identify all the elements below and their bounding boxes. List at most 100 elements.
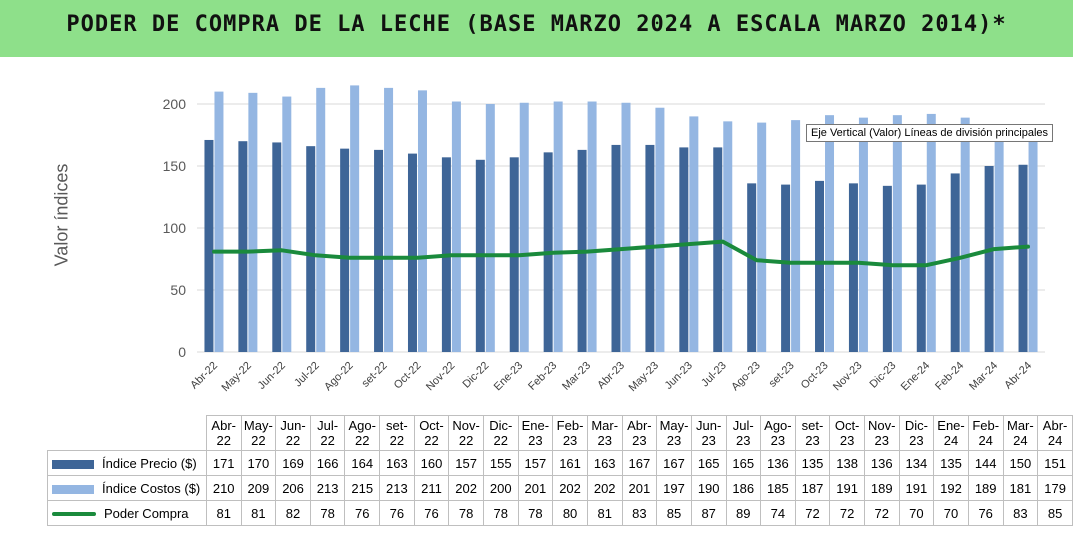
table-cell: 167 [656,450,692,476]
table-cell: 169 [275,450,311,476]
legend-key-costos [52,484,94,494]
table-cell: 200 [482,475,519,501]
bar-costos-5 [384,87,394,352]
x-tick-label-0: Abr-22 [188,360,220,392]
bar-precio-18 [815,180,825,352]
header-month: Jul- [317,418,339,433]
x-tick-label-9: Ene-23 [492,360,526,394]
header-month: Ene- [937,418,965,433]
point-poder-12 [619,247,623,251]
header-month: Jul- [732,418,754,433]
header-year: 22 [251,433,266,448]
header-year: 23 [666,433,682,448]
point-poder-13 [653,245,657,249]
table-header-cell: Jul- 22 [309,415,346,451]
bar-costos-20 [892,115,902,352]
table-cell: 72 [794,500,831,526]
header-year: 24 [1047,433,1063,448]
table-cell: 202 [586,475,623,501]
bar-precio-3 [306,146,316,352]
table-cell: 151 [1037,450,1073,476]
x-tick-label-20: Dic-23 [868,360,899,391]
bar-precio-21 [916,184,926,352]
table-cell: 179 [1037,475,1073,501]
x-tick-label-12: Abr-23 [595,360,627,392]
header-month: May- [243,418,273,433]
table-cell: 161 [552,450,588,476]
point-poder-16 [755,258,759,262]
header-year: 23 [562,433,578,448]
table-cell: 135 [794,450,831,476]
table-cell: 85 [656,500,692,526]
bar-precio-15 [713,147,723,352]
header-year: 22 [493,433,508,448]
table-cell: 201 [621,475,658,501]
table-cell: 70 [898,500,935,526]
legend-label-costos: Índice Costos ($) [102,480,201,496]
x-tick-label-6: Oct-22 [392,360,424,392]
y-tick-label-50: 50 [170,282,186,298]
point-poder-11 [585,250,589,254]
table-row-poder: Poder Compra 81 81 82 78 76 76 76 78 78 78 80 81 83 8… [47,500,1073,526]
bar-precio-0 [204,139,214,352]
table-header-cell: Ene- 23 [517,415,554,451]
header-month: Mar- [1006,418,1034,433]
header-year: 23 [770,433,786,448]
bar-precio-5 [374,149,384,352]
header-year: 24 [978,433,993,448]
table-header-cell: set- 22 [379,415,415,451]
table-cell: 191 [898,475,935,501]
header-month: Jun- [280,418,306,433]
point-poder-2 [280,248,284,252]
table-header-cell: May- 22 [240,415,277,451]
bar-precio-2 [272,142,282,352]
table-cell: 136 [863,450,900,476]
table-cell: 72 [829,500,865,526]
table-cell: 78 [517,500,554,526]
table-cell: 215 [344,475,381,501]
x-tick-label-13: May-23 [627,360,661,394]
bar-precio-24 [1018,164,1028,352]
bar-precio-23 [984,166,994,352]
bar-costos-9 [519,102,529,352]
table-header-cell: Mar- 23 [586,415,623,451]
table-header-cell: set- 23 [794,415,831,451]
table-header-cell: Feb- 23 [552,415,588,451]
bar-costos-16 [757,122,767,352]
table-cell: 170 [240,450,277,476]
title-bar: PODER DE COMPRA DE LA LECHE (BASE MARZO … [0,0,1073,57]
line-poder-compra [212,239,1030,268]
table-cell: 163 [586,450,623,476]
table-cell: 134 [898,450,935,476]
table-cell: 78 [309,500,346,526]
table-cell: 81 [240,500,277,526]
bar-precio-19 [848,183,858,352]
bar-costos-12 [621,102,631,352]
table-cell: 157 [448,450,484,476]
bar-precio-14 [679,147,689,352]
legend-poder: Poder Compra [47,500,207,526]
header-month: set- [801,418,824,433]
table-cell: 83 [1002,500,1039,526]
bar-costos-14 [689,116,699,353]
table-cell: 80 [552,500,588,526]
point-poder-0 [212,250,216,254]
header-year: 22 [320,433,335,448]
x-tick-label-1: May-22 [220,360,254,394]
header-year: 23 [909,433,924,448]
point-poder-22 [958,256,962,260]
header-month: Feb- [972,418,1000,433]
table-cell: 167 [621,450,658,476]
table-cell: 87 [690,500,727,526]
header-year: 22 [355,433,370,448]
header-month: May- [659,418,689,433]
point-poder-19 [856,261,860,265]
bar-costos-15 [723,121,733,352]
chart-title: PODER DE COMPRA DE LA LECHE (BASE MARZO … [66,12,1007,37]
point-poder-24 [1026,245,1030,249]
point-poder-23 [992,247,996,251]
legend-key-poder [52,512,96,517]
bar-costos-24 [1028,130,1038,352]
header-year: 23 [839,433,855,448]
table-cell: 76 [379,500,415,526]
